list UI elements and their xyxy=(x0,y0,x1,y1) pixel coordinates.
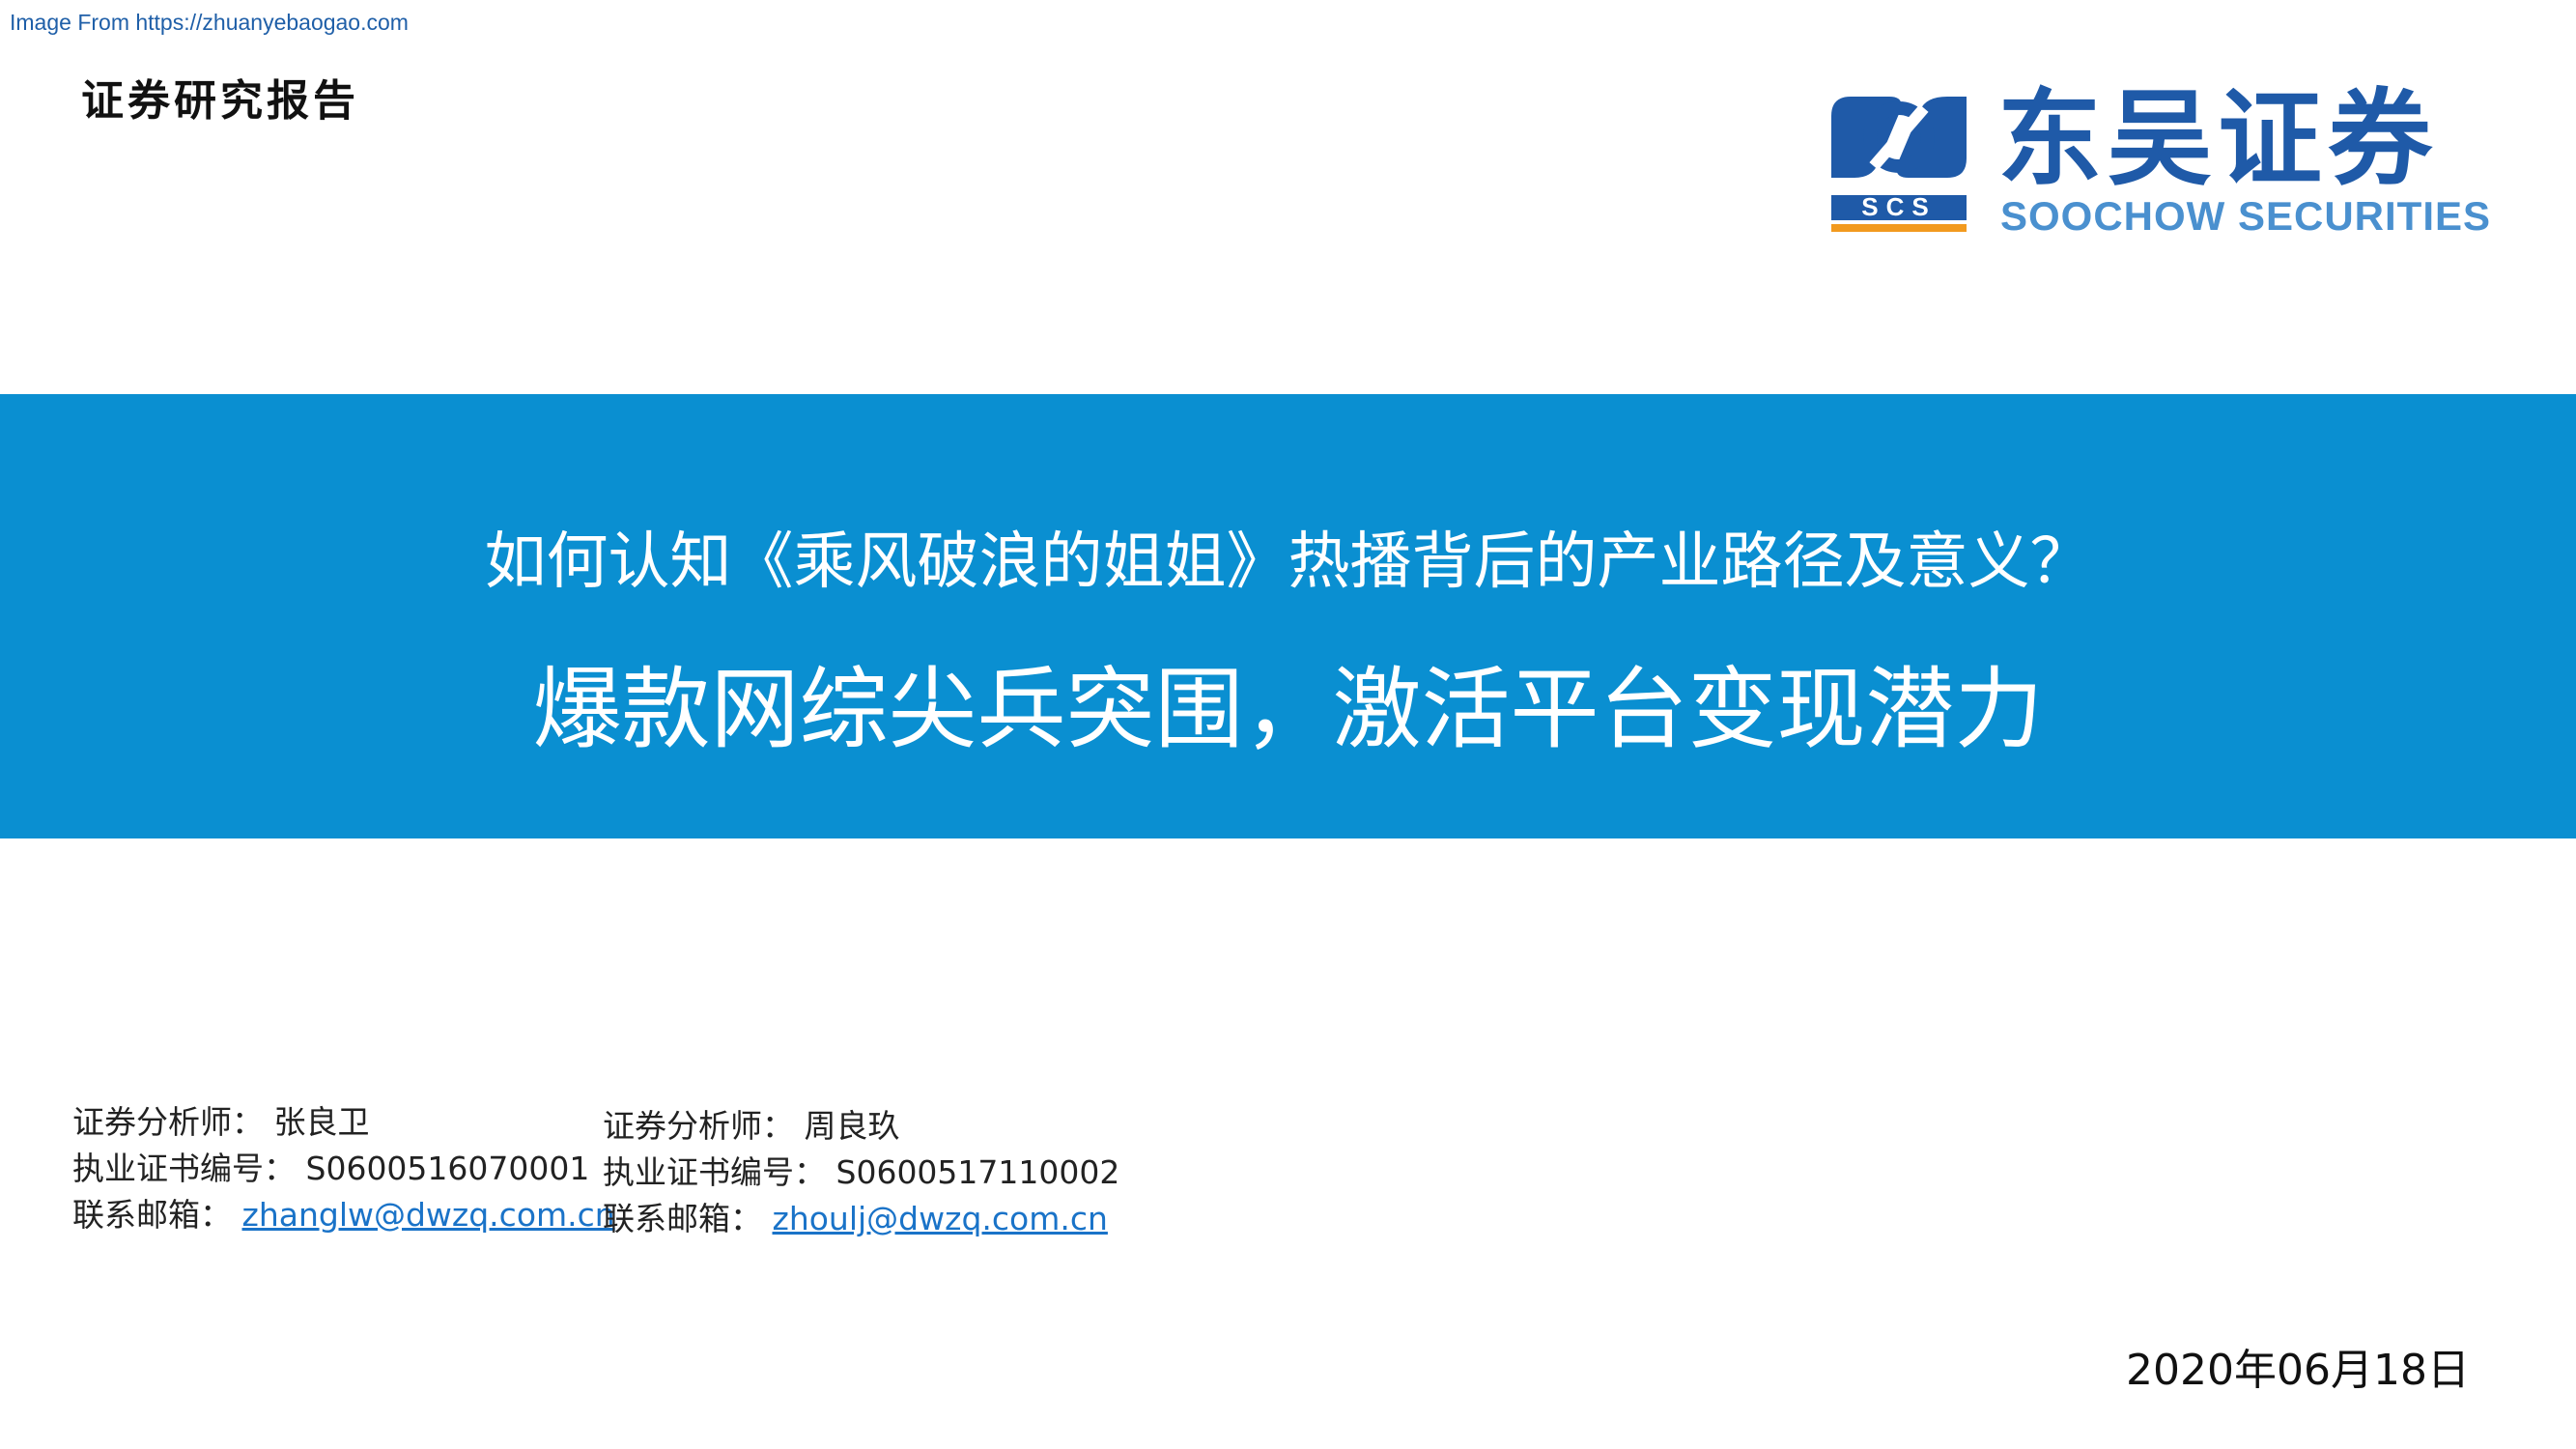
scs-logo-icon: SCS xyxy=(1831,95,1967,232)
report-headline: 爆款网综尖兵突围，激活平台变现潜力 xyxy=(532,658,2044,761)
analyst-block: 证券分析师： 张良卫 执业证书编号： S0600516070001 联系邮箱： … xyxy=(72,1099,615,1238)
analyst-name-row: 证券分析师： 张良卫 xyxy=(72,1099,615,1146)
analyst-email-row: 联系邮箱： zhoulj@dwzq.com.cn xyxy=(603,1196,1119,1242)
analyst-block: 证券分析师： 周良玖 执业证书编号： S0600517110002 联系邮箱： … xyxy=(603,1103,1119,1242)
analyst-name: 周良玖 xyxy=(804,1107,900,1145)
logo-name-cn: 东吴证券 xyxy=(1997,79,2439,200)
analyst-email-link[interactable]: zhoulj@dwzq.com.cn xyxy=(772,1200,1108,1237)
analyst-name: 张良卫 xyxy=(273,1103,370,1141)
report-date: 2020年06月18日 xyxy=(2126,1346,2470,1395)
analyst-email-label: 联系邮箱： xyxy=(72,1196,232,1234)
logo-badge-text: SCS xyxy=(1861,192,1936,221)
analyst-role-label: 证券分析师： xyxy=(72,1103,264,1141)
analyst-cert-number: S0600516070001 xyxy=(305,1150,590,1187)
analyst-email-link[interactable]: zhanglw@dwzq.com.cn xyxy=(241,1196,615,1234)
analyst-email-row: 联系邮箱： zhanglw@dwzq.com.cn xyxy=(72,1192,615,1238)
analyst-name-row: 证券分析师： 周良玖 xyxy=(603,1103,1119,1150)
analyst-cert-label: 执业证书编号： xyxy=(603,1153,826,1191)
source-link[interactable]: Image From https://zhuanyebaogao.com xyxy=(10,10,409,35)
analyst-role-label: 证券分析师： xyxy=(603,1107,794,1145)
title-banner: 如何认知《乘风破浪的姐姐》热播背后的产业路径及意义？ 爆款网综尖兵突围，激活平台… xyxy=(0,394,2576,838)
analyst-cert-row: 执业证书编号： S0600517110002 xyxy=(603,1150,1119,1196)
analyst-email-label: 联系邮箱： xyxy=(603,1200,762,1237)
report-question: 如何认知《乘风破浪的姐姐》热播背后的产业路径及意义？ xyxy=(484,526,2092,598)
logo-name-en: SOOCHOW SECURITIES xyxy=(2000,193,2492,239)
report-type-label: 证券研究报告 xyxy=(81,76,359,126)
analyst-cert-row: 执业证书编号： S0600516070001 xyxy=(72,1146,615,1192)
analyst-cert-label: 执业证书编号： xyxy=(72,1150,296,1187)
company-logo: SCS 东吴证券 SOOCHOW SECURITIES xyxy=(1831,82,2498,242)
analyst-cert-number: S0600517110002 xyxy=(835,1153,1120,1191)
